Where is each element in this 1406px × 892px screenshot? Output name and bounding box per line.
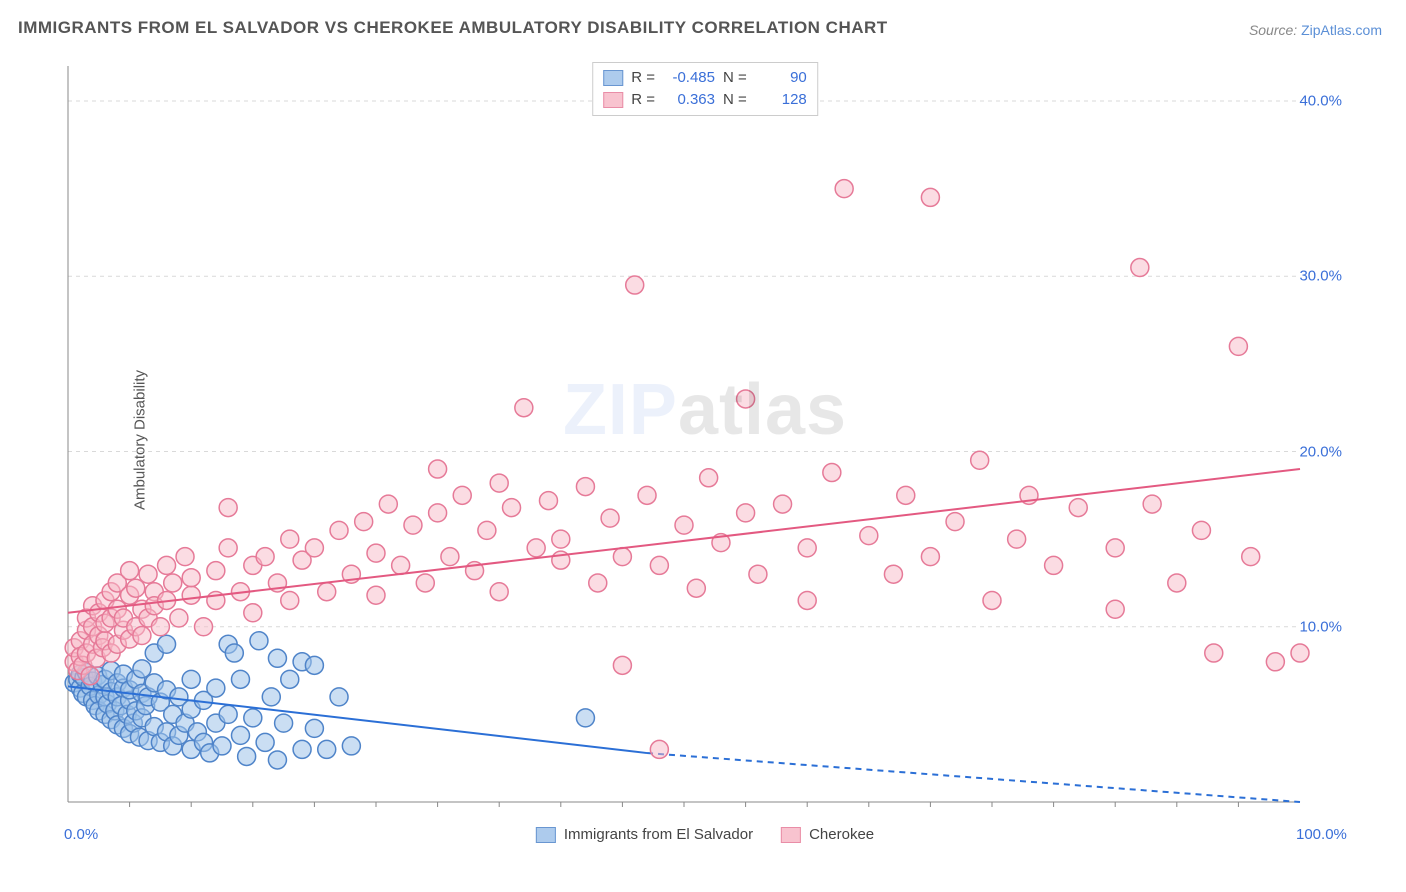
- legend-item-cherokee: Cherokee: [781, 826, 874, 843]
- x-tick-label: 0.0%: [64, 826, 98, 843]
- chart-plot-area: Ambulatory Disability R = -0.485 N = 90 …: [50, 60, 1360, 820]
- correlation-legend: R = -0.485 N = 90 R = 0.363 N = 128: [592, 62, 818, 116]
- legend-r-label: R =: [631, 89, 655, 111]
- legend-item-salvador: Immigrants from El Salvador: [536, 826, 753, 843]
- legend-swatch-cherokee: [781, 827, 801, 843]
- legend-r-label: R =: [631, 67, 655, 89]
- legend-n-value: 90: [755, 67, 807, 89]
- legend-label: Immigrants from El Salvador: [564, 826, 753, 843]
- y-tick-label: 30.0%: [1299, 268, 1342, 285]
- legend-r-value: 0.363: [663, 89, 715, 111]
- legend-row-salvador: R = -0.485 N = 90: [603, 67, 807, 89]
- source-value: ZipAtlas.com: [1301, 22, 1382, 38]
- y-axis-label: Ambulatory Disability: [132, 370, 149, 510]
- legend-n-value: 128: [755, 89, 807, 111]
- chart-title: IMMIGRANTS FROM EL SALVADOR VS CHEROKEE …: [18, 18, 888, 38]
- y-tick-label: 40.0%: [1299, 93, 1342, 110]
- legend-swatch-cherokee: [603, 92, 623, 108]
- chart-svg: [50, 60, 1360, 820]
- legend-n-label: N =: [723, 67, 747, 89]
- y-tick-label: 10.0%: [1299, 618, 1342, 635]
- legend-row-cherokee: R = 0.363 N = 128: [603, 89, 807, 111]
- y-tick-label: 20.0%: [1299, 443, 1342, 460]
- source-label: Source:: [1249, 22, 1297, 38]
- legend-swatch-salvador: [603, 70, 623, 86]
- x-tick-label: 100.0%: [1296, 826, 1347, 843]
- legend-r-value: -0.485: [663, 67, 715, 89]
- legend-swatch-salvador: [536, 827, 556, 843]
- series-legend: Immigrants from El Salvador Cherokee: [536, 826, 874, 843]
- source-attribution: Source: ZipAtlas.com: [1249, 22, 1382, 38]
- legend-label: Cherokee: [809, 826, 874, 843]
- legend-n-label: N =: [723, 89, 747, 111]
